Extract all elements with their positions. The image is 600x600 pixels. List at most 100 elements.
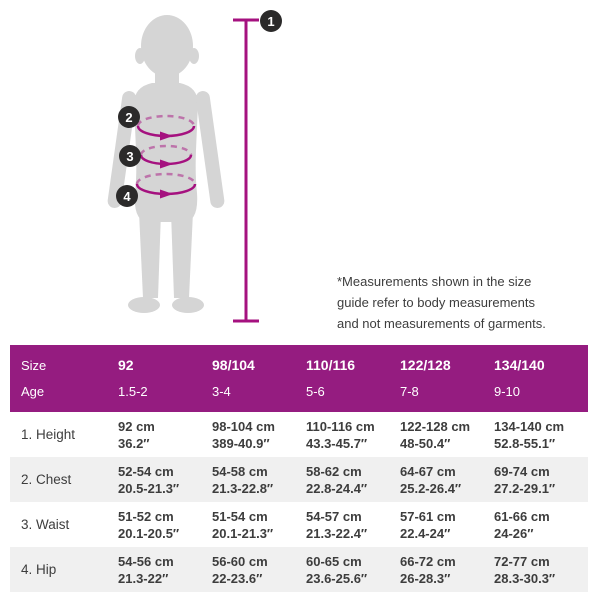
cm-value: 54-58 cm [212, 463, 268, 479]
size-col-header: 134/140 [494, 357, 545, 373]
waist-measure-icon [139, 144, 193, 169]
measure-cell: 52-54 cm 20.5-21.3″ [118, 463, 212, 497]
measure-row-label: 1. Height [21, 427, 76, 442]
cm-value: 52-54 cm [118, 463, 174, 479]
size-table-body: 1. Height 92 cm 36.2″ 98-104 cm 389-40.9″ … [10, 412, 588, 592]
cm-value: 122-128 cm [400, 418, 471, 434]
age-value: 3-4 [212, 383, 231, 399]
cm-value: 60-65 cm [306, 553, 362, 569]
inch-value: 22.8-24.4″ [306, 480, 368, 496]
age-value: 9-10 [494, 383, 521, 399]
cm-value: 54-56 cm [118, 553, 174, 569]
measure-cell: 64-67 cm 25.2-26.4″ [400, 463, 494, 497]
inch-value: 21.3-22″ [118, 570, 169, 586]
cm-value: 54-57 cm [306, 508, 362, 524]
hip-measure-icon [135, 172, 197, 199]
inch-value: 20.1-20.5″ [118, 525, 180, 541]
measure-cell: 92 cm 36.2″ [118, 418, 212, 452]
cm-value: 92 cm [118, 418, 155, 434]
inch-value: 24-26″ [494, 525, 534, 541]
table-row-chest: 2. Chest 52-54 cm 20.5-21.3″ 54-58 cm 21.3… [10, 457, 588, 502]
measure-cell: 66-72 cm 26-28.3″ [400, 553, 494, 587]
inch-value: 22.4-24″ [400, 525, 451, 541]
measure-cell: 56-60 cm 22-23.6″ [212, 553, 306, 587]
inch-value: 23.6-25.6″ [306, 570, 368, 586]
inch-value: 21.3-22.8″ [212, 480, 274, 496]
height-measure-line [233, 18, 259, 323]
measure-cell: 122-128 cm 48-50.4″ [400, 418, 494, 452]
cm-value: 51-54 cm [212, 508, 268, 524]
cm-value: 51-52 cm [118, 508, 174, 524]
measure-cell: 98-104 cm 389-40.9″ [212, 418, 306, 452]
measure-cell: 69-74 cm 27.2-29.1″ [494, 463, 588, 497]
inch-value: 43.3-45.7″ [306, 435, 368, 451]
marker-2-label: 2 [125, 109, 133, 125]
body-measurement-illustration: 1 2 3 4 [0, 0, 320, 340]
size-table-header: Size 92 98/104 110/116 122/128 134/140 A… [10, 345, 588, 412]
size-col-header: 98/104 [212, 357, 255, 373]
note-line-3: and not measurements of garments. [337, 316, 546, 331]
measure-cell: 57-61 cm 22.4-24″ [400, 508, 494, 542]
measure-row-label: 4. Hip [21, 562, 57, 577]
measure-row-label: 2. Chest [21, 472, 72, 487]
child-silhouette-diagram [107, 15, 259, 323]
cm-value: 110-116 cm [306, 418, 375, 434]
marker-4-label: 4 [123, 188, 131, 204]
marker-1-height: 1 [260, 10, 282, 32]
cm-value: 56-60 cm [212, 553, 268, 569]
measure-cell: 51-54 cm 20.1-21.3″ [212, 508, 306, 542]
cm-value: 69-74 cm [494, 463, 550, 479]
measure-cell: 110-116 cm 43.3-45.7″ [306, 418, 400, 452]
measure-cell: 54-58 cm 21.3-22.8″ [212, 463, 306, 497]
marker-3-label: 3 [126, 148, 134, 164]
inch-value: 21.3-22.4″ [306, 525, 368, 541]
inch-value: 48-50.4″ [400, 435, 451, 451]
inch-value: 20.5-21.3″ [118, 480, 180, 496]
size-col-header: 110/116 [306, 357, 356, 373]
table-row-height: 1. Height 92 cm 36.2″ 98-104 cm 389-40.9″ … [10, 412, 588, 457]
chest-measure-icon [136, 114, 196, 141]
inch-value: 25.2-26.4″ [400, 480, 462, 496]
cm-value: 57-61 cm [400, 508, 456, 524]
inch-value: 26-28.3″ [400, 570, 451, 586]
cm-value: 64-67 cm [400, 463, 456, 479]
measure-cell: 61-66 cm 24-26″ [494, 508, 588, 542]
table-row-hip: 4. Hip 54-56 cm 21.3-22″ 56-60 cm 22-23.6″… [10, 547, 588, 592]
cm-value: 58-62 cm [306, 463, 362, 479]
measurement-note: *Measurements shown in the size guide re… [337, 271, 567, 334]
cm-value: 134-140 cm [494, 418, 565, 434]
age-header-row: Age 1.5-2 3-4 5-6 7-8 9-10 [10, 378, 588, 404]
marker-4-hip: 4 [116, 185, 138, 207]
inch-value: 28.3-30.3″ [494, 570, 556, 586]
inch-value: 20.1-21.3″ [212, 525, 274, 541]
measure-cell: 58-62 cm 22.8-24.4″ [306, 463, 400, 497]
measure-cell: 134-140 cm 52.8-55.1″ [494, 418, 588, 452]
cm-value: 66-72 cm [400, 553, 456, 569]
inch-value: 27.2-29.1″ [494, 480, 556, 496]
age-value: 5-6 [306, 383, 325, 399]
age-value: 1.5-2 [118, 383, 148, 399]
inch-value: 389-40.9″ [212, 435, 270, 451]
marker-3-waist: 3 [119, 145, 141, 167]
age-value: 7-8 [400, 383, 419, 399]
size-header-row: Size 92 98/104 110/116 122/128 134/140 [10, 352, 588, 378]
size-table: Size 92 98/104 110/116 122/128 134/140 A… [10, 345, 588, 592]
note-line-2: guide refer to body measurements [337, 295, 535, 310]
age-row-label: Age [21, 383, 45, 399]
marker-1-label: 1 [267, 13, 275, 29]
cm-value: 72-77 cm [494, 553, 550, 569]
marker-2-chest: 2 [118, 106, 140, 128]
size-col-header: 92 [118, 357, 134, 373]
inch-value: 22-23.6″ [212, 570, 263, 586]
measure-cell: 60-65 cm 23.6-25.6″ [306, 553, 400, 587]
measure-cell: 51-52 cm 20.1-20.5″ [118, 508, 212, 542]
cm-value: 98-104 cm [212, 418, 275, 434]
measure-row-label: 3. Waist [21, 517, 70, 532]
note-line-1: *Measurements shown in the size [337, 274, 532, 289]
size-row-label: Size [21, 357, 47, 373]
cm-value: 61-66 cm [494, 508, 550, 524]
measure-cell: 72-77 cm 28.3-30.3″ [494, 553, 588, 587]
size-col-header: 122/128 [400, 357, 451, 373]
inch-value: 36.2″ [118, 435, 150, 451]
